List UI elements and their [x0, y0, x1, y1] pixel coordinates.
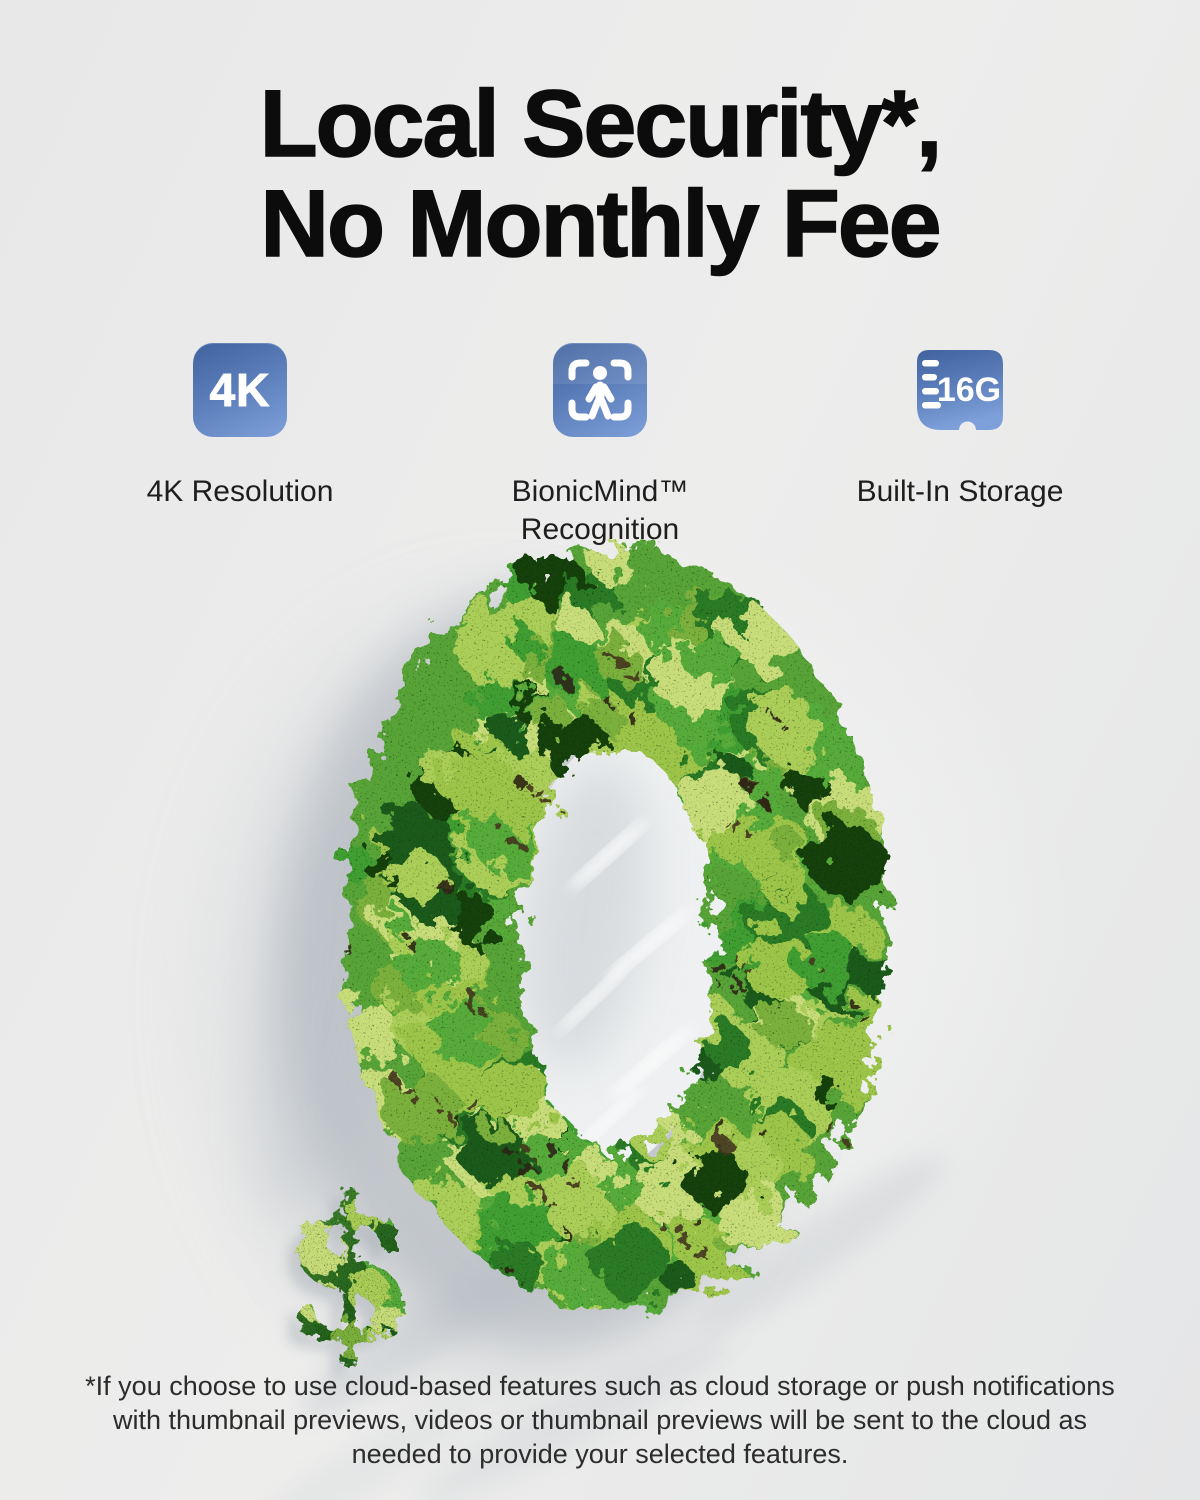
- headline: Local Security*, No Monthly Fee: [0, 71, 1200, 277]
- feature-label: Built-In Storage: [856, 475, 1064, 508]
- headline-line-2: No Monthly Fee: [260, 171, 943, 277]
- icon-wrap: 16G: [907, 343, 1013, 437]
- feature-row: 4K 4K Resolution: [90, 343, 1110, 549]
- 4k-badge-text: 4K: [209, 364, 271, 417]
- headline-line-1: Local Security*,: [259, 71, 943, 177]
- 4k-badge-icon: 4K: [193, 343, 287, 437]
- feature-4k-resolution: 4K 4K Resolution: [90, 343, 390, 549]
- feature-built-in-storage: 16G Built-In Storage: [810, 343, 1110, 549]
- feature-bionicmind-recognition: BionicMind™ Recognition: [450, 343, 750, 549]
- icon-wrap: 4K: [193, 343, 287, 437]
- sd-card-icon: 16G: [917, 350, 1003, 430]
- person-scan-glyph: [568, 359, 632, 421]
- moss-dollar: $: [282, 1155, 424, 1385]
- icon-wrap: [553, 343, 647, 437]
- moss-zero: [343, 548, 887, 1308]
- sd-contacts: [922, 360, 941, 409]
- zero-hole: [506, 730, 728, 1170]
- feature-label: 4K Resolution: [146, 475, 334, 508]
- feature-label: BionicMind™ Recognition: [511, 475, 689, 546]
- disclaimer-text: *If you choose to use cloud-based featur…: [85, 1371, 1115, 1469]
- sd-capacity-text: 16G: [937, 371, 1001, 409]
- person-scan-icon: [553, 343, 647, 437]
